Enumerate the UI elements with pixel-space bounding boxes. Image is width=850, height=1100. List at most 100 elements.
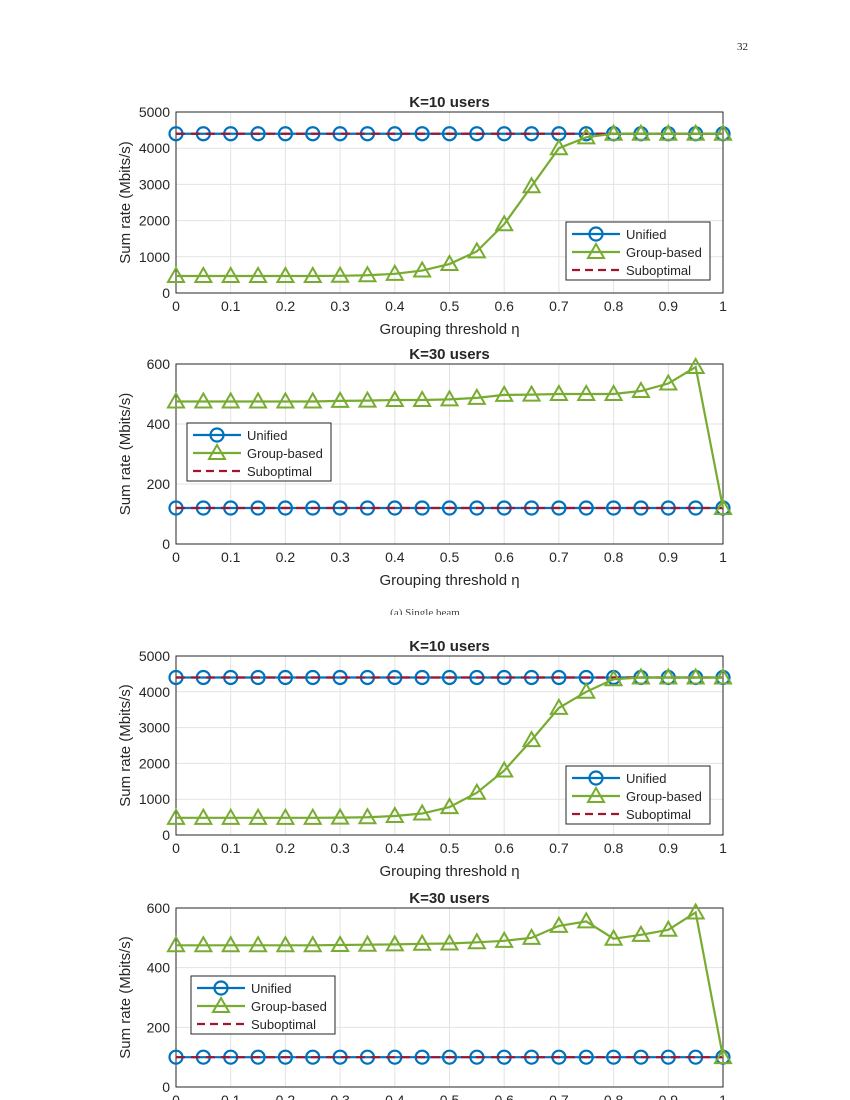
x-tick-label: 0.5 xyxy=(440,549,460,565)
triangle-marker xyxy=(357,390,378,408)
x-tick-label: 0.5 xyxy=(440,1092,460,1100)
triangle-marker xyxy=(685,902,706,920)
legend-label: Group-based xyxy=(247,446,323,461)
x-tick-label: 1 xyxy=(719,298,727,314)
y-tick-label: 4000 xyxy=(139,140,170,156)
triangle-marker xyxy=(631,667,651,685)
x-tick-label: 0.3 xyxy=(330,1092,350,1100)
triangle-marker xyxy=(576,127,596,145)
x-tick-label: 0.5 xyxy=(440,840,460,856)
y-tick-label: 2000 xyxy=(139,755,170,771)
triangle-marker xyxy=(494,760,514,778)
x-tick-label: 0.6 xyxy=(494,549,514,565)
triangle-marker xyxy=(303,265,323,283)
x-tick-label: 0.4 xyxy=(385,549,405,565)
legend-label: Unified xyxy=(251,981,291,996)
triangle-marker xyxy=(549,138,569,156)
x-tick-label: 0.9 xyxy=(659,1092,679,1100)
triangle-marker xyxy=(412,933,432,951)
triangle-marker xyxy=(357,934,378,952)
series-group-based-line xyxy=(176,910,725,1058)
x-tick-label: 0.2 xyxy=(276,840,296,856)
y-tick-label: 200 xyxy=(147,1019,171,1035)
x-tick-label: 0.9 xyxy=(659,298,679,314)
triangle-marker xyxy=(220,935,241,953)
triangle-marker xyxy=(576,681,596,699)
triangle-marker xyxy=(303,807,323,825)
triangle-marker xyxy=(275,935,296,953)
circle-marker xyxy=(213,980,229,996)
triangle-marker xyxy=(467,782,487,800)
legend-label: Suboptimal xyxy=(626,807,691,822)
triangle-marker xyxy=(713,667,733,685)
x-tick-label: 0.1 xyxy=(221,298,241,314)
x-tick-label: 0.1 xyxy=(221,1092,241,1100)
triangle-marker xyxy=(685,356,706,374)
axes-box xyxy=(175,111,724,294)
legend-label: Unified xyxy=(247,428,287,443)
page-number: 32 xyxy=(737,41,748,53)
series-group-based-line xyxy=(176,676,723,819)
triangle-marker xyxy=(166,391,186,409)
x-tick-label: 0.2 xyxy=(276,1092,296,1100)
series-group-based-line xyxy=(176,132,723,278)
triangle-marker xyxy=(220,391,241,409)
y-tick-label: 200 xyxy=(147,476,171,492)
triangle-marker xyxy=(631,924,651,942)
x-tick-label: 0.4 xyxy=(385,1092,405,1100)
x-tick-label: 0.7 xyxy=(549,298,569,314)
x-tick-label: 0.1 xyxy=(221,549,241,565)
circle-marker xyxy=(277,669,293,686)
x-tick-label: 0.3 xyxy=(330,549,350,565)
circle-marker xyxy=(209,427,225,443)
legend-label: Unified xyxy=(626,771,666,786)
circle-marker xyxy=(588,226,604,242)
triangle-marker xyxy=(303,935,323,953)
legend-label: Suboptimal xyxy=(247,464,312,479)
triangle-marker xyxy=(207,442,227,460)
x-tick-label: 0.1 xyxy=(221,840,241,856)
series-group-based-line xyxy=(176,365,725,509)
circle-marker xyxy=(414,500,430,516)
triangle-marker xyxy=(330,807,350,825)
triangle-marker xyxy=(220,265,241,283)
triangle-marker xyxy=(303,391,323,409)
y-axis-label: Sum rate (Mbits/s) xyxy=(117,684,134,807)
triangle-marker xyxy=(357,807,378,825)
triangle-marker xyxy=(248,391,268,409)
chart-title: K=10 users xyxy=(409,94,489,111)
triangle-marker xyxy=(467,932,487,950)
y-tick-label: 400 xyxy=(147,960,171,976)
triangle-marker xyxy=(549,915,569,933)
triangle-marker xyxy=(330,934,350,952)
x-tick-label: 0.9 xyxy=(659,549,679,565)
x-tick-label: 1 xyxy=(719,549,727,565)
x-tick-label: 0 xyxy=(172,840,180,856)
legend: Unified Group-based Suboptimal xyxy=(565,221,711,281)
triangle-marker xyxy=(494,214,514,232)
triangle-marker xyxy=(385,934,405,952)
y-tick-label: 0 xyxy=(162,1079,170,1095)
triangle-marker xyxy=(521,384,542,402)
triangle-marker xyxy=(412,803,432,821)
triangle-marker xyxy=(330,265,350,283)
triangle-marker xyxy=(521,730,542,748)
legend: Unified Group-based Suboptimal xyxy=(190,975,336,1035)
circle-marker xyxy=(414,669,430,686)
triangle-marker xyxy=(439,933,460,951)
triangle-marker xyxy=(586,785,606,803)
x-tick-label: 0.6 xyxy=(494,1092,514,1100)
axes-box xyxy=(175,907,724,1088)
triangle-marker xyxy=(521,927,542,945)
x-tick-label: 0 xyxy=(172,549,180,565)
x-tick-label: 0.2 xyxy=(276,298,296,314)
x-tick-label: 0 xyxy=(172,1092,180,1100)
circle-marker xyxy=(441,669,458,686)
triangle-marker xyxy=(166,935,186,953)
axes-box xyxy=(175,363,724,545)
triangle-marker xyxy=(412,389,432,407)
triangle-marker xyxy=(713,123,733,141)
triangle-marker xyxy=(685,123,706,141)
triangle-marker xyxy=(494,384,514,402)
